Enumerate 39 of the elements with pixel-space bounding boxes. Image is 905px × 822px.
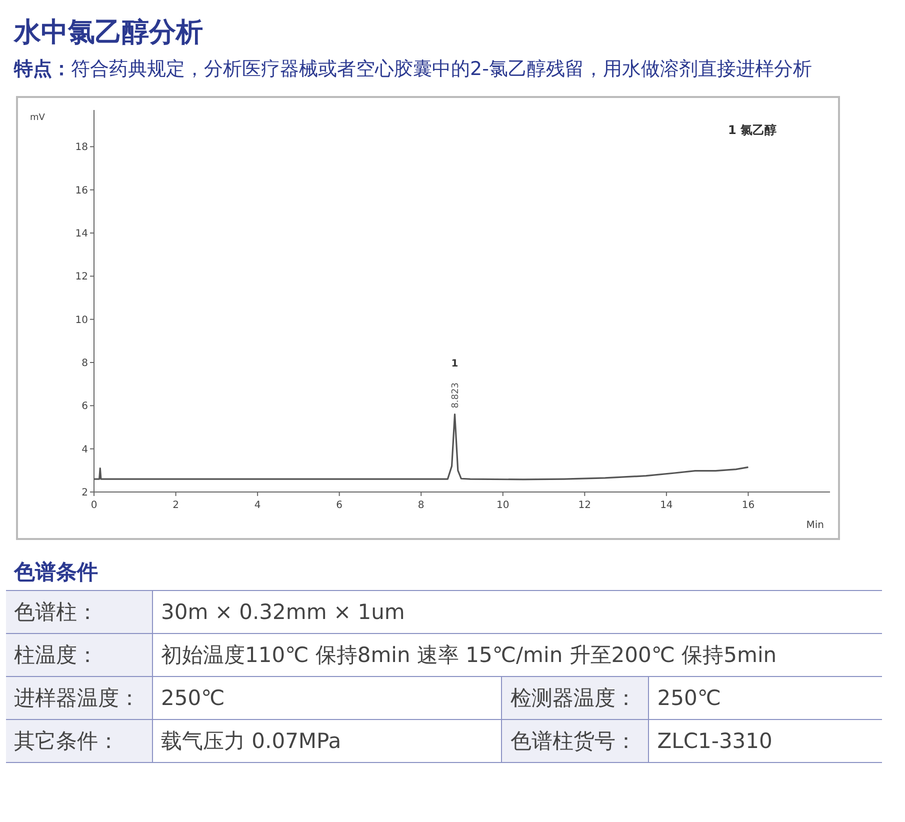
y-tick-label: 10: [75, 314, 88, 326]
text: 检测器温度：: [502, 676, 649, 720]
y-tick-label: 18: [75, 142, 88, 154]
x-tick-label: 6: [336, 500, 343, 511]
annotation: 8.823: [450, 382, 461, 408]
x-tick-label: 10: [496, 500, 510, 511]
x-axis-title: Min: [806, 520, 824, 531]
y-tick-label: 12: [75, 272, 88, 283]
y-tick-label: 16: [75, 185, 88, 196]
text: 30m × 0.32mm × 1um: [152, 590, 882, 634]
text: 进样器温度：: [6, 676, 152, 720]
annotation: 1: [451, 358, 458, 370]
y-tick-label: 6: [82, 401, 88, 412]
x-tick-label: 16: [742, 500, 755, 511]
annotation: 1 氯乙醇: [728, 123, 777, 137]
x-tick-label: 2: [172, 500, 179, 511]
x-tick-label: 4: [254, 500, 261, 511]
chart-title: 水中氯乙醇分析: [12, 16, 204, 50]
y-tick-label: 14: [75, 228, 88, 240]
line-series: [93, 414, 750, 480]
text: 初始温度110℃ 保持8min 速率 15℃/min 升至200℃ 保持5min: [152, 634, 882, 676]
text: 柱温度：: [6, 634, 152, 676]
text: 色谱条件: [12, 559, 99, 586]
y-tick-label: 8: [82, 358, 88, 370]
text: 250℃: [648, 676, 882, 720]
x-tick-label: 8: [418, 500, 424, 511]
x-tick-label: 0: [90, 500, 98, 511]
chart-subtitle: 特点：符合药典规定，分析医疗器械或者空心胶囊中的2-氯乙醇残留，用水做溶剂直接进样分析: [12, 57, 813, 82]
text: ZLC1-3310: [648, 720, 882, 762]
y-axis-title: mV: [30, 113, 46, 123]
y-tick-label: 2: [82, 488, 88, 498]
text: 250℃: [152, 676, 502, 720]
x-tick-label: 14: [660, 500, 673, 511]
text: 色谱柱：: [6, 590, 152, 634]
text: 色谱柱货号：: [502, 720, 649, 762]
text: 其它条件：: [6, 720, 152, 762]
x-tick-label: 12: [578, 500, 592, 511]
text: 载气压力 0.07MPa: [152, 720, 502, 762]
y-tick-label: 4: [82, 444, 88, 456]
